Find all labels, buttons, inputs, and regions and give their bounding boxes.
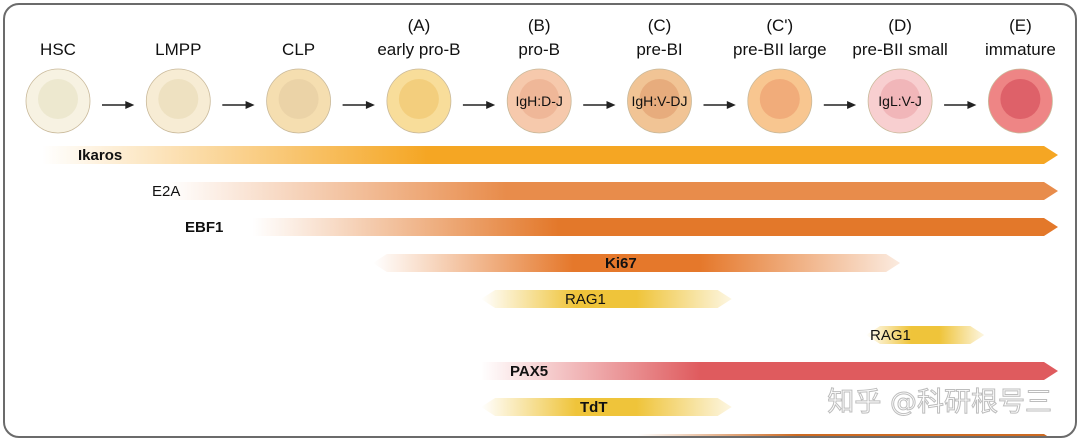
bar-e2a: E2A — [152, 182, 1059, 200]
bar-aiolos: Aiolos — [637, 434, 1048, 436]
stage-name-d: pre-BII small — [852, 40, 947, 59]
stage-row: HSC LMPP CLP(A)early pro-B(B)pro-BIgH:D-J(… — [25, 16, 1056, 134]
bar-ikaros: Ikaros — [42, 146, 1058, 164]
stage-code-c2: (C') — [766, 16, 793, 35]
bar-shape-rag1a — [481, 290, 732, 308]
nucleus-e — [1000, 79, 1041, 119]
stage-code-d: (D) — [888, 16, 912, 35]
cell-label-b: IgH:D-J — [515, 93, 562, 109]
nucleus-b — [519, 79, 560, 119]
bar-label-ebf1: EBF1 — [185, 219, 223, 236]
stage-code-a: (A) — [408, 16, 431, 35]
stage-code-b: (B) — [528, 16, 551, 35]
watermark-text: 知乎 @科研根号三 — [827, 387, 1052, 418]
nucleus-d — [880, 79, 921, 119]
bar-ki67: Ki67 — [372, 254, 901, 272]
bar-label-rag1a: RAG1 — [565, 291, 606, 308]
bar-shape-e2a — [168, 182, 1059, 200]
bar-label-pax5: PAX5 — [510, 363, 548, 380]
stage-clp: CLP — [266, 40, 332, 134]
b-cell-development-diagram: HSC LMPP CLP(A)early pro-B(B)pro-BIgH:D-J(… — [25, 16, 1059, 436]
nucleus-a — [398, 79, 439, 119]
bar-label-e2a: E2A — [152, 183, 180, 200]
stage-arrow — [703, 101, 736, 109]
bar-label-rag1b: RAG1 — [870, 327, 911, 344]
bar-ebf1: EBF1 — [185, 218, 1058, 236]
stage-lmpp: LMPP — [145, 40, 211, 134]
bar-label-aiolos: Aiolos — [678, 435, 719, 436]
nucleus-c2 — [759, 79, 800, 119]
stage-arrow — [583, 101, 616, 109]
bar-shape-aiolos — [637, 434, 1048, 436]
bar-label-ki67: Ki67 — [605, 255, 637, 272]
cell-label-d: IgL:V-J — [878, 93, 922, 109]
stage-name-c2: pre-BII large — [733, 40, 827, 59]
stage-code-e: (E) — [1009, 16, 1032, 35]
stage-name-b: pro-B — [518, 40, 560, 59]
expression-bars: Ikaros E2A EBF1 Ki67 RAG1 RAG1 PAX5 TdT Aiolos — [42, 146, 1059, 436]
stage-arrow — [222, 101, 255, 109]
bar-pax5: PAX5 — [481, 362, 1059, 380]
bar-shape-pax5 — [481, 362, 1059, 380]
stage-name-clp: CLP — [282, 40, 315, 59]
stage-c: (C) pre-BI IgH:V-DJ — [627, 16, 692, 134]
bar-shape-ebf1 — [252, 218, 1058, 236]
stage-d: (D) pre-BII small IgL:V-J — [852, 16, 948, 134]
stage-hsc: HSC — [25, 40, 91, 134]
stage-code-c: (C) — [648, 16, 672, 35]
stage-c2: (C') pre-BII large — [733, 16, 827, 134]
bar-label-tdt: TdT — [580, 399, 608, 416]
bar-shape-tdt — [481, 398, 732, 416]
stage-arrow — [823, 101, 857, 109]
cell-label-c: IgH:V-DJ — [631, 93, 687, 109]
nucleus-c — [639, 79, 680, 119]
stage-arrow — [342, 101, 375, 109]
stage-name-e: immature — [985, 40, 1056, 59]
bar-label-ikaros: Ikaros — [78, 147, 122, 164]
bar-shape-rag1b — [866, 326, 985, 344]
bar-rag1a: RAG1 — [481, 290, 732, 308]
bar-tdt: TdT — [481, 398, 732, 416]
stage-name-a: early pro-B — [377, 40, 460, 59]
stage-e: (E) immature — [985, 16, 1056, 134]
stage-arrow — [944, 101, 977, 109]
diagram-frame: HSC LMPP CLP (A) early pro-B (B) pro-B IgH:D-J(… — [3, 3, 1077, 438]
stage-b: (B) pro-B IgH:D-J — [506, 16, 572, 134]
stage-name-hsc: HSC — [40, 40, 76, 59]
nucleus-clp — [278, 79, 319, 119]
stage-name-lmpp: LMPP — [155, 40, 201, 59]
stage-name-c: pre-BI — [636, 40, 682, 59]
stage-arrows — [102, 101, 977, 109]
nucleus-lmpp — [158, 79, 199, 119]
stage-arrow — [462, 101, 496, 109]
bar-rag1b: RAG1 — [866, 326, 985, 344]
stage-arrow — [102, 101, 135, 109]
nucleus-hsc — [38, 79, 78, 119]
bar-shape-ikaros — [42, 146, 1058, 164]
bar-shape-ki67 — [372, 254, 901, 272]
stage-a: (A) early pro-B — [377, 16, 460, 134]
